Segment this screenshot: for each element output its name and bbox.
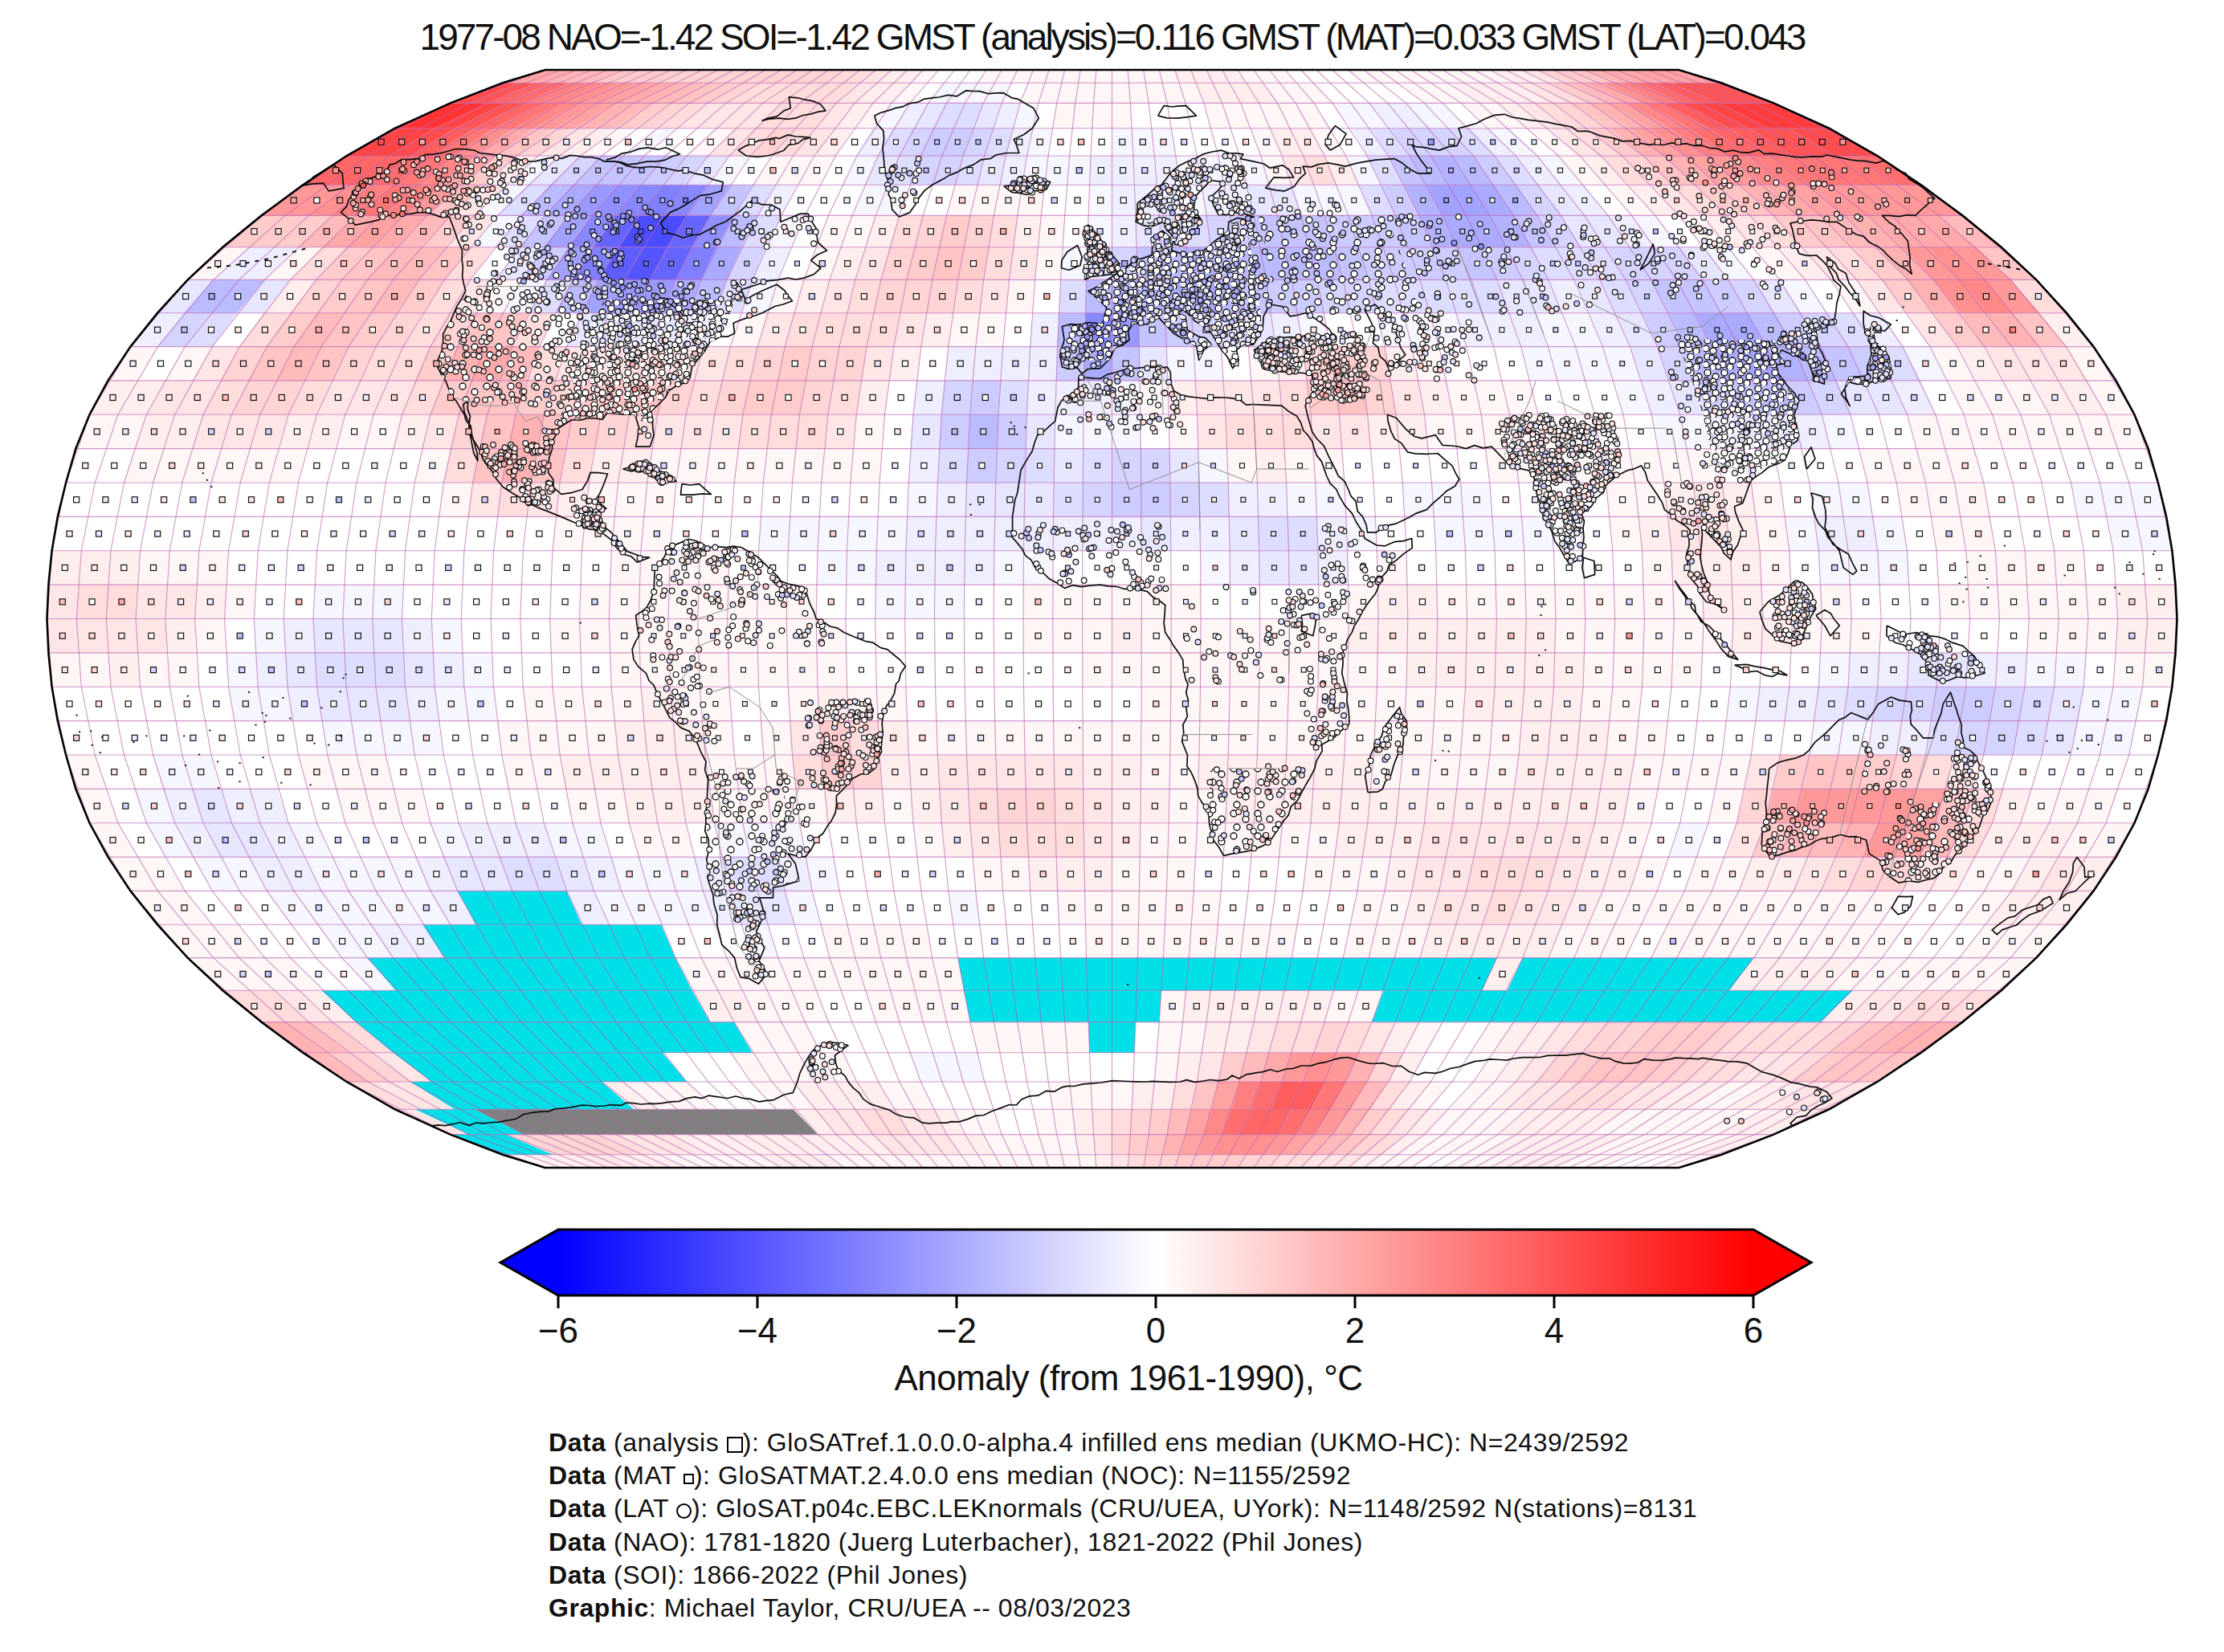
svg-text:−4: −4 xyxy=(737,1311,777,1350)
svg-text:−6: −6 xyxy=(538,1311,578,1350)
svg-text:6: 6 xyxy=(1744,1311,1763,1350)
svg-text:2: 2 xyxy=(1345,1311,1365,1350)
svg-text:0: 0 xyxy=(1146,1311,1165,1350)
svg-text:Anomaly (from 1961-1990), °C: Anomaly (from 1961-1990), °C xyxy=(894,1358,1362,1397)
svg-text:4: 4 xyxy=(1545,1311,1564,1350)
svg-text:−2: −2 xyxy=(937,1311,977,1350)
